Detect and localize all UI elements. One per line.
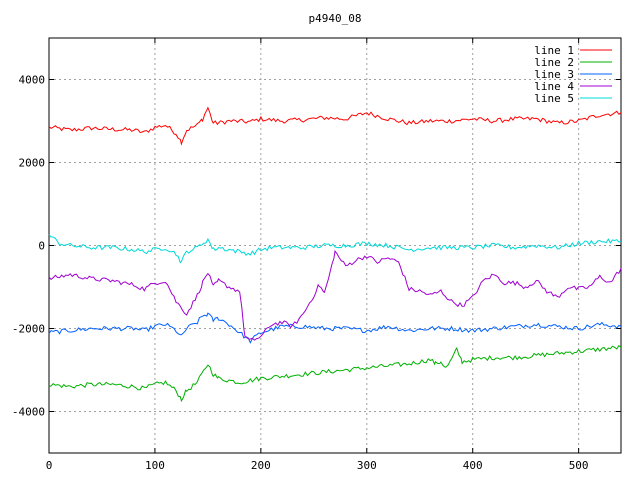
y-tick-label: -2000 [12,323,45,336]
y-tick-label: -4000 [12,406,45,419]
x-tick-label: 500 [569,459,589,472]
chart-title: p4940_08 [309,12,362,25]
y-tick-label: 2000 [19,157,46,170]
series-group [48,106,622,403]
y-tick-label: 4000 [19,74,46,87]
series-line-4 [48,249,622,341]
legend-label: line 5 [534,92,574,105]
axis-ticks: 0 100 200 300 400 500 -4000 -2000 0 2000 4000 [12,38,621,472]
legend-label: line 2 [534,56,574,69]
y-tick-label: 0 [38,240,45,253]
grid [49,38,621,453]
x-tick-label: 100 [145,459,165,472]
x-tick-label: 300 [357,459,377,472]
x-tick-label: 200 [251,459,271,472]
x-tick-label: 0 [46,459,53,472]
series-line-3 [48,312,622,344]
series-line-2 [48,344,622,403]
series-line-5 [48,234,622,264]
legend-label: line 1 [534,44,574,57]
x-tick-label: 400 [463,459,483,472]
legend-label: line 4 [534,80,574,93]
series-line-1 [48,106,622,146]
legend-label: line 3 [534,68,574,81]
